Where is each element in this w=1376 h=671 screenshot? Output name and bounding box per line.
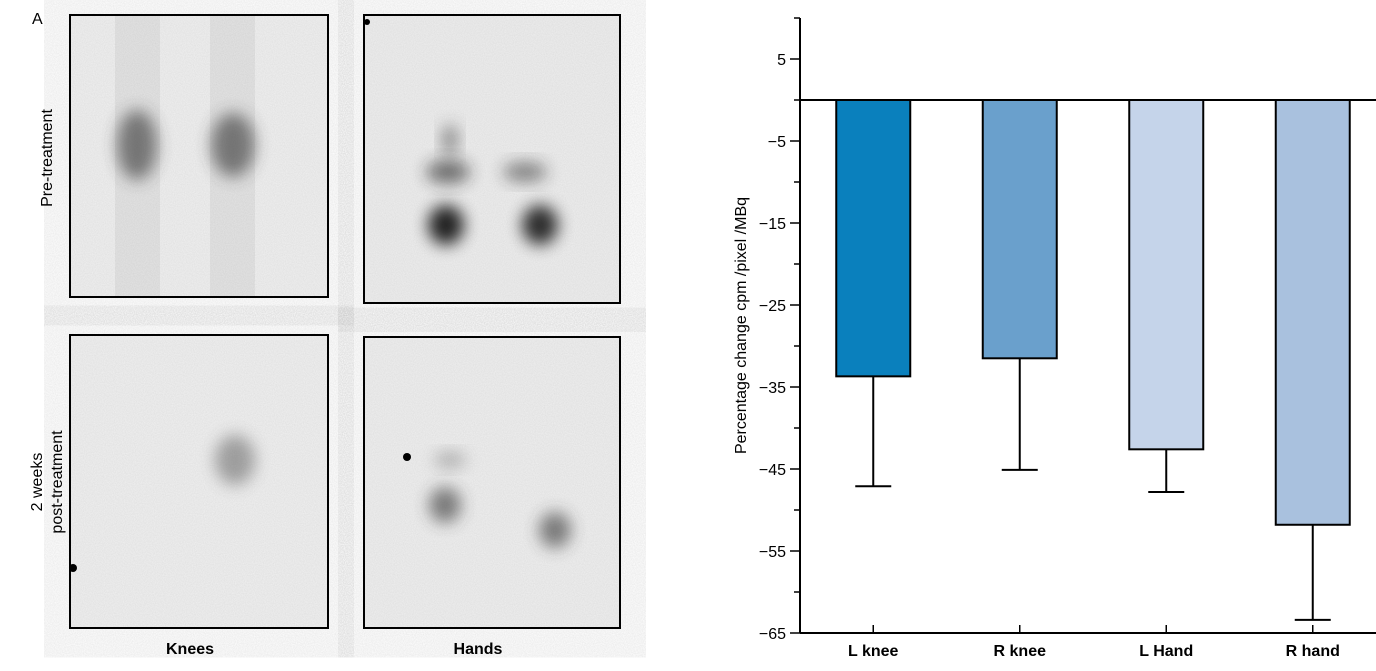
image-panels: [69, 14, 621, 629]
y-tick-label: −35: [759, 380, 786, 397]
row-label: 2 weeks post-treatment: [29, 430, 66, 534]
y-tick-label: −65: [759, 626, 786, 643]
x-tick-label: R hand: [1286, 643, 1340, 660]
x-tick-label: R knee: [994, 643, 1047, 660]
row-label: Pre-treatment: [39, 109, 56, 207]
y-axis-label: Percentage change cpm /pixel /MBq: [733, 197, 750, 454]
bar: [981, 99, 1058, 360]
panel-label: A: [32, 11, 43, 28]
y-tick-label: −5: [768, 134, 786, 151]
y-tick-label: −15: [759, 216, 786, 233]
x-tick-label: L Hand: [1139, 643, 1193, 660]
scan-hands-pre: [363, 14, 621, 304]
scan-knees-pre: [69, 14, 329, 298]
bar: [835, 99, 912, 378]
column-label: Hands: [454, 641, 503, 658]
bar: [1274, 99, 1351, 526]
column-label: Knees: [166, 641, 214, 658]
scan-knees-post: [69, 334, 329, 629]
y-tick-label: 5: [777, 52, 786, 69]
bar: [1128, 99, 1205, 451]
y-tick-label: −25: [759, 298, 786, 315]
x-tick-label: L knee: [848, 643, 899, 660]
y-tick-label: −55: [759, 544, 786, 561]
y-tick-label: −45: [759, 462, 786, 479]
scan-hands-post: [363, 336, 621, 629]
